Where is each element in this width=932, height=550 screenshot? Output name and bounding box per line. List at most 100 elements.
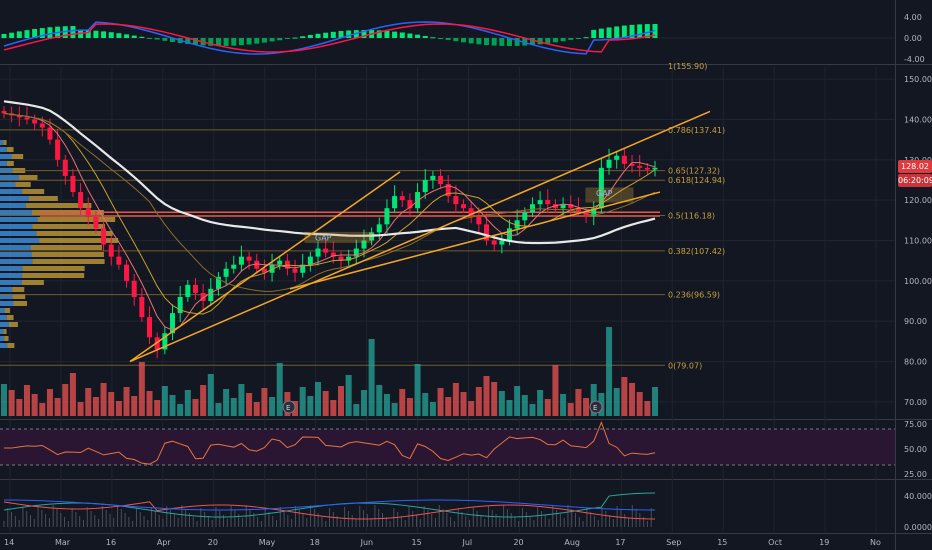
volume-bar — [169, 395, 176, 416]
macd-histogram-bar — [323, 32, 329, 38]
fib-level-label: 1(155.90) — [668, 62, 707, 71]
price-axis-tick: 140.00 — [904, 115, 932, 124]
volume-profile-bar-up — [0, 308, 5, 313]
candle-body — [621, 155, 627, 164]
volume-bar — [238, 384, 245, 416]
volume-bar — [514, 386, 521, 416]
volume-bar — [276, 363, 283, 416]
candle-body — [476, 216, 482, 225]
candle-body — [461, 204, 467, 209]
volume-bar — [590, 384, 597, 416]
time-axis-tick: 17 — [615, 538, 625, 547]
volume-bar — [376, 385, 383, 416]
macd-histogram-bar — [430, 37, 436, 39]
volume-bar — [230, 398, 237, 416]
volume-profile-bar-down — [4, 308, 10, 313]
candle-body — [32, 119, 38, 124]
candle-body — [614, 155, 620, 160]
macd-histogram-bar — [277, 38, 283, 41]
volume-bar — [253, 402, 260, 416]
volume-profile-bar-up — [0, 238, 40, 243]
earnings-marker-label: E — [593, 404, 597, 412]
volume-bar — [399, 389, 406, 416]
volume-bar — [269, 397, 276, 416]
macd-histogram-bar — [461, 38, 467, 43]
volume-profile-bar-up — [0, 343, 8, 348]
volume-bar — [368, 339, 375, 416]
candle-body — [154, 337, 160, 350]
volume-bar — [445, 397, 452, 416]
volume-bar — [261, 388, 268, 416]
price-axis-tick: 80.00 — [904, 358, 927, 367]
macd-histogram-bar — [484, 38, 490, 46]
volume-bar — [360, 390, 367, 416]
fib-level-label: 0.65(127.32) — [668, 167, 720, 176]
volume-bar — [46, 389, 53, 416]
dmi-minus-line — [3, 501, 656, 520]
volume-profile-bar-down — [32, 259, 105, 264]
volume-profile-bar-down — [6, 147, 14, 152]
macd-histogram-bar — [392, 31, 398, 38]
volume-profile-bar-up — [0, 140, 4, 145]
volume-bar — [621, 377, 628, 416]
macd-histogram-bar — [415, 34, 421, 38]
macd-histogram-bar — [139, 36, 145, 38]
macd-histogram-bar — [407, 33, 413, 38]
volume-bar — [529, 404, 536, 416]
macd-histogram-bar — [560, 38, 566, 42]
volume-profile-bar-down — [22, 266, 85, 271]
candle-body — [208, 288, 214, 301]
macd-histogram-bar — [476, 38, 482, 45]
macd-histogram-bar — [537, 38, 543, 45]
fib-level-label: 0.5(116.18) — [668, 212, 715, 221]
candle-body — [438, 175, 444, 184]
volume-profile-bar-up — [0, 182, 16, 187]
volume-bar — [69, 373, 76, 416]
volume-profile-bar-up — [0, 336, 5, 341]
volume-profile-bar-up — [0, 280, 22, 285]
volume-bar — [8, 390, 15, 416]
volume-bar — [115, 401, 122, 416]
macd-histogram-bar — [269, 38, 275, 42]
volume-profile-bar-down — [37, 217, 116, 222]
macd-histogram-bar — [491, 38, 497, 46]
candle-body — [568, 204, 574, 209]
rsi-axis-tick: 25.00 — [904, 470, 927, 479]
volume-bar — [315, 382, 322, 416]
macd-histogram-bar — [598, 28, 604, 38]
candle-body — [323, 248, 329, 253]
time-axis-tick: Mar — [55, 538, 71, 547]
volume-bar — [54, 398, 61, 416]
macd-histogram-bar — [514, 38, 520, 46]
macd-histogram-bar — [85, 30, 91, 38]
volume-profile-bar-down — [12, 287, 25, 292]
candle-body — [223, 268, 229, 277]
macd-histogram-bar — [438, 38, 444, 39]
volume-bar — [100, 383, 107, 416]
macd-histogram-bar — [70, 26, 76, 38]
macd-histogram-bar — [361, 30, 367, 38]
volume-bar — [207, 374, 214, 416]
moving-average-long — [3, 100, 656, 245]
volume-bar — [491, 382, 498, 416]
volume-bar — [429, 402, 436, 416]
volume-bar — [613, 388, 620, 416]
volume-bar — [161, 386, 168, 416]
volume-bar — [192, 399, 199, 416]
volume-bar — [475, 387, 482, 416]
candle-body — [346, 256, 352, 261]
candle-body — [277, 260, 283, 265]
candle-body — [560, 204, 566, 209]
volume-profile-bar-down — [32, 224, 105, 229]
volume-profile-bar-down — [11, 154, 24, 159]
candle-body — [24, 117, 30, 120]
macd-histogram-bar — [338, 31, 344, 38]
macd-histogram-bar — [621, 25, 627, 38]
candle-body — [254, 260, 260, 269]
rsi-band — [0, 429, 895, 465]
candle-body — [468, 208, 474, 217]
volume-bar — [39, 403, 46, 416]
candle-body — [399, 196, 405, 201]
macd-histogram-bar — [284, 38, 290, 39]
